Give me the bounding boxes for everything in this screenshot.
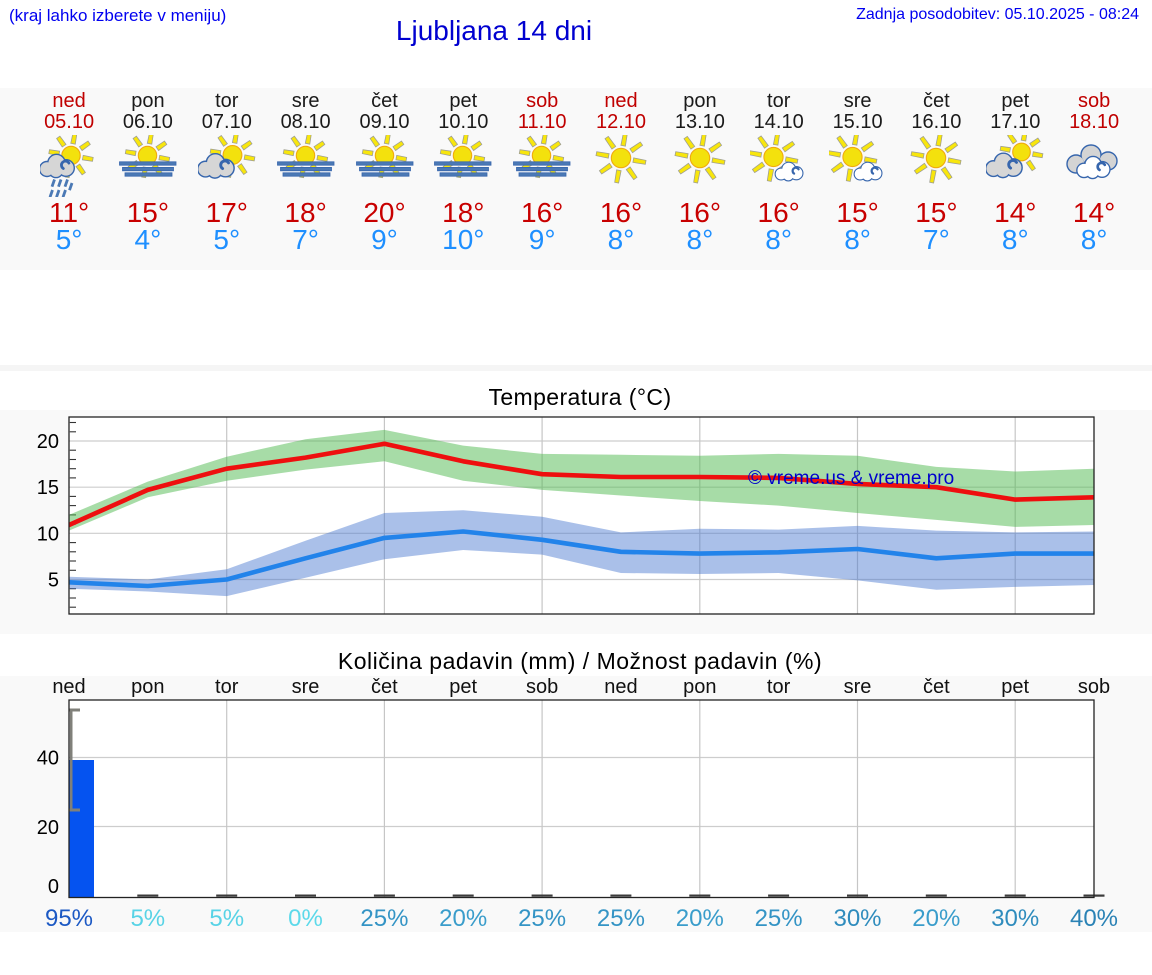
svg-text:tor: tor — [215, 676, 239, 698]
svg-text:20: 20 — [37, 431, 59, 453]
svg-text:pon: pon — [131, 676, 164, 698]
svg-text:25%: 25% — [597, 905, 645, 932]
svg-text:sre: sre — [292, 676, 320, 698]
svg-text:25%: 25% — [518, 905, 566, 932]
svg-text:sre: sre — [844, 676, 872, 698]
svg-text:5%: 5% — [209, 905, 244, 932]
svg-text:30%: 30% — [991, 905, 1039, 932]
svg-text:30%: 30% — [833, 905, 881, 932]
svg-text:0: 0 — [48, 876, 59, 898]
svg-text:5: 5 — [48, 570, 59, 592]
svg-text:pet: pet — [1001, 676, 1029, 698]
svg-text:sob: sob — [1078, 676, 1110, 698]
svg-text:20%: 20% — [912, 905, 960, 932]
svg-text:0%: 0% — [288, 905, 323, 932]
svg-text:pon: pon — [683, 676, 716, 698]
svg-text:25%: 25% — [360, 905, 408, 932]
svg-text:sob: sob — [526, 676, 558, 698]
svg-text:15: 15 — [37, 477, 59, 499]
svg-text:tor: tor — [767, 676, 791, 698]
svg-text:ned: ned — [52, 676, 85, 698]
svg-text:20%: 20% — [676, 905, 724, 932]
svg-text:95%: 95% — [45, 905, 93, 932]
svg-text:pet: pet — [449, 676, 477, 698]
svg-text:40%: 40% — [1070, 905, 1118, 932]
svg-text:25%: 25% — [755, 905, 803, 932]
svg-text:10: 10 — [37, 523, 59, 545]
svg-text:20%: 20% — [439, 905, 487, 932]
svg-text:© vreme.us & vreme.pro: © vreme.us & vreme.pro — [748, 468, 954, 489]
svg-text:čet: čet — [371, 676, 398, 698]
svg-text:40: 40 — [37, 748, 59, 770]
svg-text:čet: čet — [923, 676, 950, 698]
svg-text:5%: 5% — [130, 905, 165, 932]
svg-text:20: 20 — [37, 817, 59, 839]
svg-text:ned: ned — [604, 676, 637, 698]
